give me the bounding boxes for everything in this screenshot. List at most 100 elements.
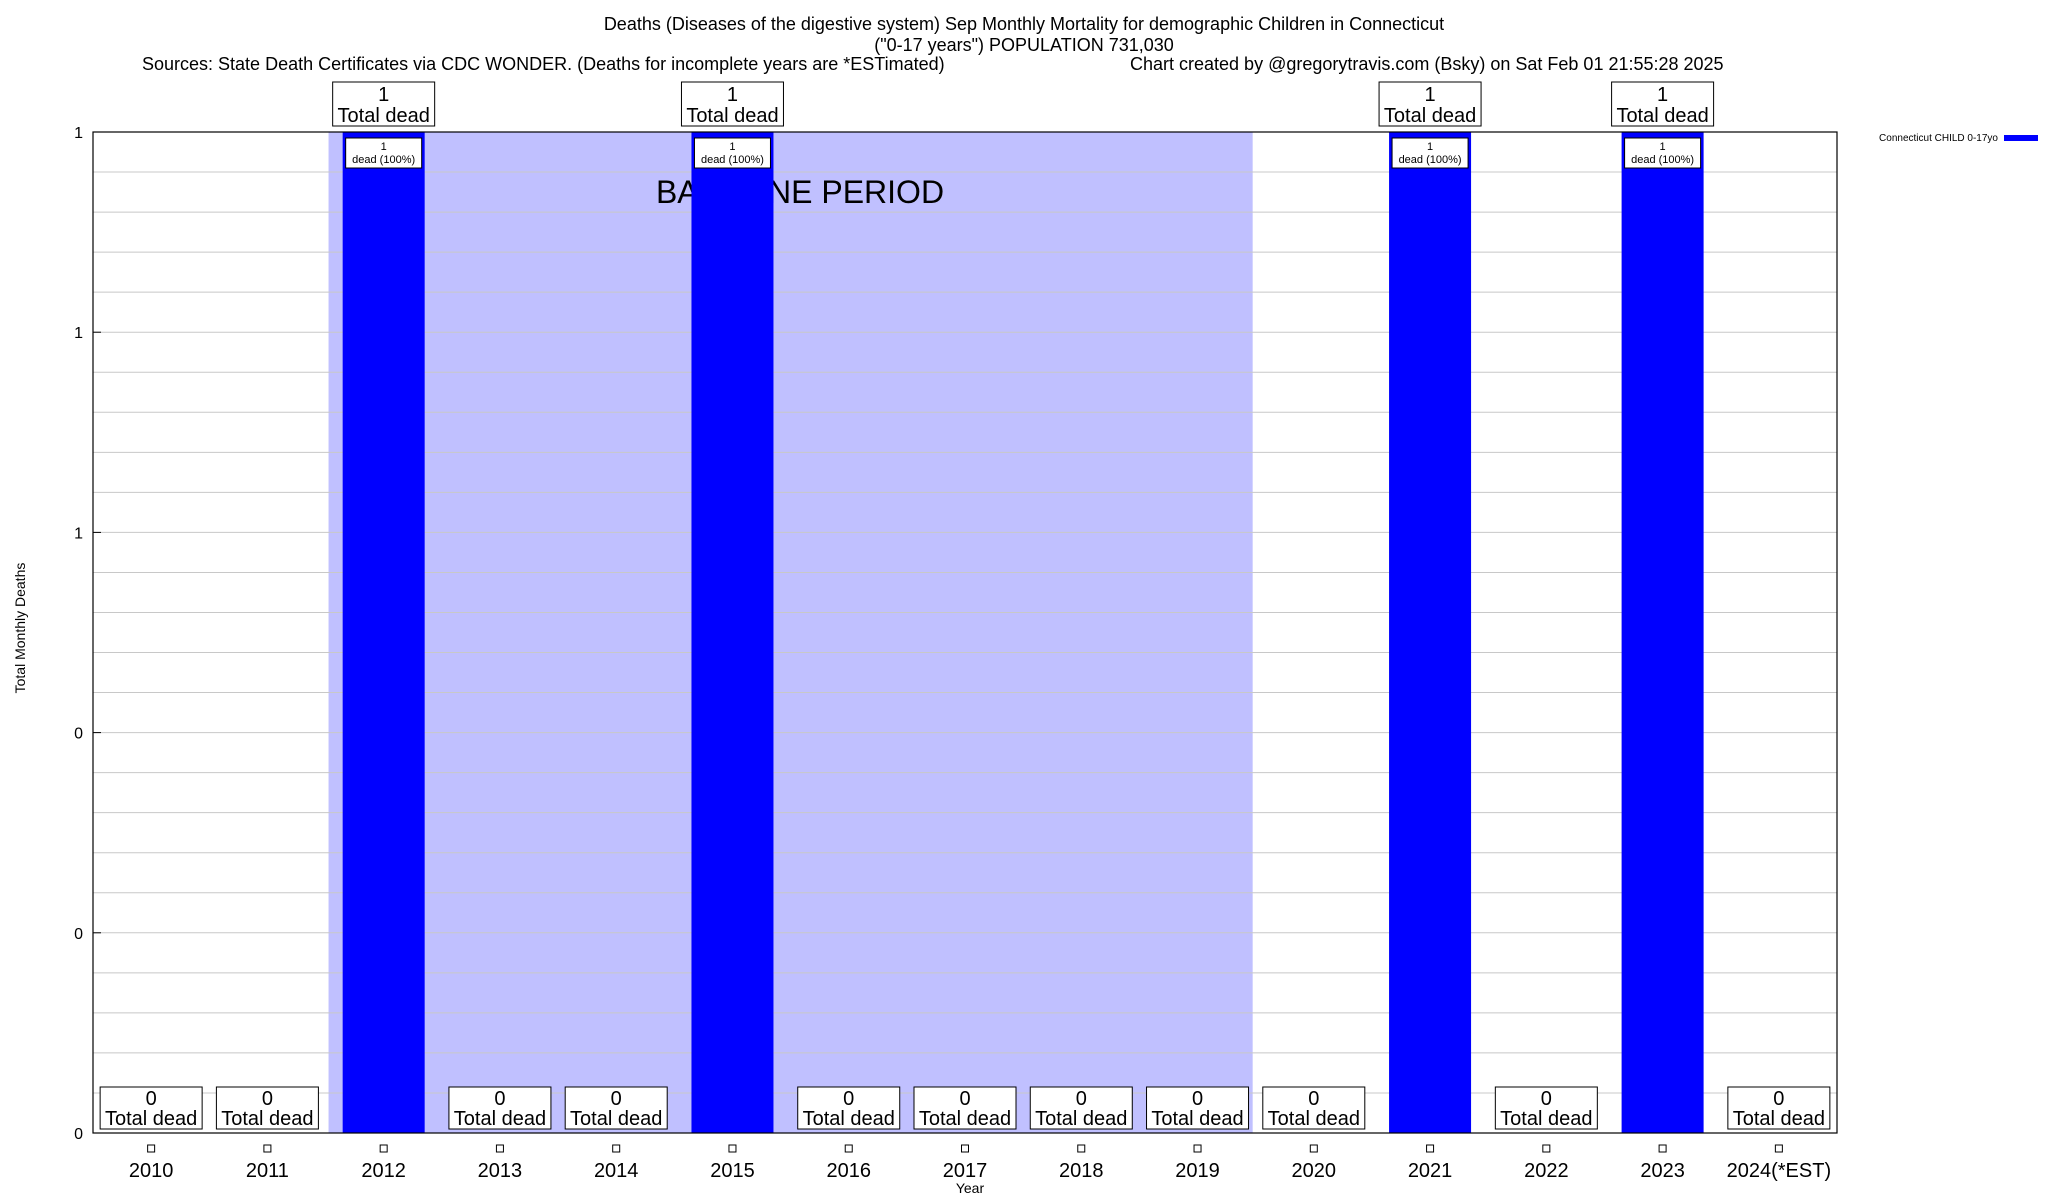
x-tick-label: 2013: [478, 1160, 523, 1182]
total-label-text: Total dead: [570, 1108, 662, 1130]
chart-subtitle: ("0-17 years") POPULATION 731,030: [874, 35, 1174, 55]
y-tick-label: 0: [74, 726, 83, 743]
legend-label: Connecticut CHILD 0-17yo: [1879, 133, 1998, 144]
x-axis-label: Year: [955, 1180, 985, 1196]
total-label-text: Total dead: [1500, 1108, 1592, 1130]
x-tick-marker: [1077, 1144, 1086, 1153]
total-label-box: [1146, 1086, 1250, 1130]
x-tick-marker: [1542, 1144, 1551, 1153]
total-label-text: Total dead: [454, 1108, 546, 1130]
total-label-value: 1: [1657, 84, 1668, 106]
x-tick-label: 2017: [943, 1160, 988, 1182]
bar: [342, 132, 425, 1133]
x-tick-marker: [612, 1144, 621, 1153]
x-tick-label: 2015: [710, 1160, 755, 1182]
bar: [1621, 132, 1704, 1133]
total-label-text: Total dead: [338, 105, 430, 127]
total-label-text: Total dead: [919, 1108, 1011, 1130]
total-label-box: [1611, 81, 1715, 127]
chart-title: Deaths (Diseases of the digestive system…: [603, 14, 1445, 34]
total-label-box: [1494, 1086, 1598, 1130]
x-tick-label: 2021: [1408, 1160, 1453, 1182]
bar-inner-text: dead (100%): [701, 154, 764, 166]
bar: [691, 132, 774, 1133]
total-label-value: 0: [1308, 1088, 1319, 1110]
x-tick-marker: [1309, 1144, 1318, 1153]
total-label-value: 1: [727, 84, 738, 106]
x-tick-marker: [1658, 1144, 1667, 1153]
x-tick-marker: [728, 1144, 737, 1153]
x-tick-label: 2012: [361, 1160, 406, 1182]
total-label-text: Total dead: [221, 1108, 313, 1130]
total-label-value: 0: [1773, 1088, 1784, 1110]
y-axis-label: Total Monthly Deaths: [12, 562, 28, 694]
total-label-value: 1: [378, 84, 389, 106]
total-label-box: [448, 1086, 552, 1130]
x-tick-label: 2024(*EST): [1727, 1160, 1832, 1182]
total-label-value: 0: [494, 1088, 505, 1110]
bar-inner-label-box: [1624, 137, 1702, 169]
total-label-box: [1262, 1086, 1366, 1130]
x-tick-label: 2016: [826, 1160, 871, 1182]
legend-swatch: [2004, 135, 2038, 141]
x-tick-marker: [1193, 1144, 1202, 1153]
x-tick-marker: [1774, 1144, 1783, 1153]
x-tick-label: 2010: [129, 1160, 174, 1182]
total-label-value: 0: [1541, 1088, 1552, 1110]
x-tick-marker: [379, 1144, 388, 1153]
total-label-box: [99, 1086, 203, 1130]
y-tick-label: 1: [74, 325, 83, 342]
total-label-box: [1029, 1086, 1133, 1130]
chart-sources: Sources: State Death Certificates via CD…: [142, 54, 945, 74]
total-label-text: Total dead: [686, 105, 778, 127]
total-label-box: [332, 81, 436, 127]
bar-inner-label-box: [693, 137, 771, 169]
total-label-value: 0: [1076, 1088, 1087, 1110]
total-label-value: 0: [611, 1088, 622, 1110]
x-tick-marker: [1426, 1144, 1435, 1153]
bar-inner-text: dead (100%): [1631, 154, 1694, 166]
total-label-text: Total dead: [1151, 1108, 1243, 1130]
x-tick-label: 2018: [1059, 1160, 1104, 1182]
total-label-text: Total dead: [1384, 105, 1476, 127]
total-label-text: Total dead: [1616, 105, 1708, 127]
y-tick-label: 0: [74, 1126, 83, 1143]
total-label-value: 0: [262, 1088, 273, 1110]
x-tick-marker: [495, 1144, 504, 1153]
x-tick-label: 2014: [594, 1160, 639, 1182]
total-label-box: [1727, 1086, 1831, 1130]
total-label-value: 0: [146, 1088, 157, 1110]
x-tick-label: 2020: [1292, 1160, 1337, 1182]
bar-inner-label-box: [345, 137, 423, 169]
total-label-box: [913, 1086, 1017, 1130]
bar-inner-value: 1: [729, 141, 735, 153]
total-label-box: [797, 1086, 901, 1130]
bar-inner-text: dead (100%): [352, 154, 415, 166]
y-tick-label: 1: [74, 125, 83, 142]
x-tick-label: 2023: [1640, 1160, 1685, 1182]
total-label-value: 1: [1425, 84, 1436, 106]
bar: [1389, 132, 1472, 1133]
x-tick-label: 2011: [246, 1160, 289, 1182]
total-label-text: Total dead: [1268, 1108, 1360, 1130]
x-tick-marker: [147, 1144, 156, 1153]
chart-credit: Chart created by @gregorytravis.com (Bsk…: [1130, 54, 1724, 74]
x-tick-label: 2019: [1175, 1160, 1220, 1182]
total-label-text: Total dead: [803, 1108, 895, 1130]
bar-inner-label-box: [1391, 137, 1469, 169]
y-tick-label: 1: [74, 525, 83, 542]
total-label-value: 0: [1192, 1088, 1203, 1110]
total-label-text: Total dead: [1733, 1108, 1825, 1130]
plot-frame: [92, 131, 1838, 1134]
total-label-value: 0: [843, 1088, 854, 1110]
y-tick-label: 0: [74, 926, 83, 943]
total-label-box: [1378, 81, 1482, 127]
total-label-box: [680, 81, 784, 127]
x-tick-marker: [263, 1144, 272, 1153]
x-tick-label: 2022: [1524, 1160, 1569, 1182]
bar-inner-value: 1: [1660, 141, 1666, 153]
baseline-period-band: [328, 132, 1253, 1133]
total-label-text: Total dead: [105, 1108, 197, 1130]
